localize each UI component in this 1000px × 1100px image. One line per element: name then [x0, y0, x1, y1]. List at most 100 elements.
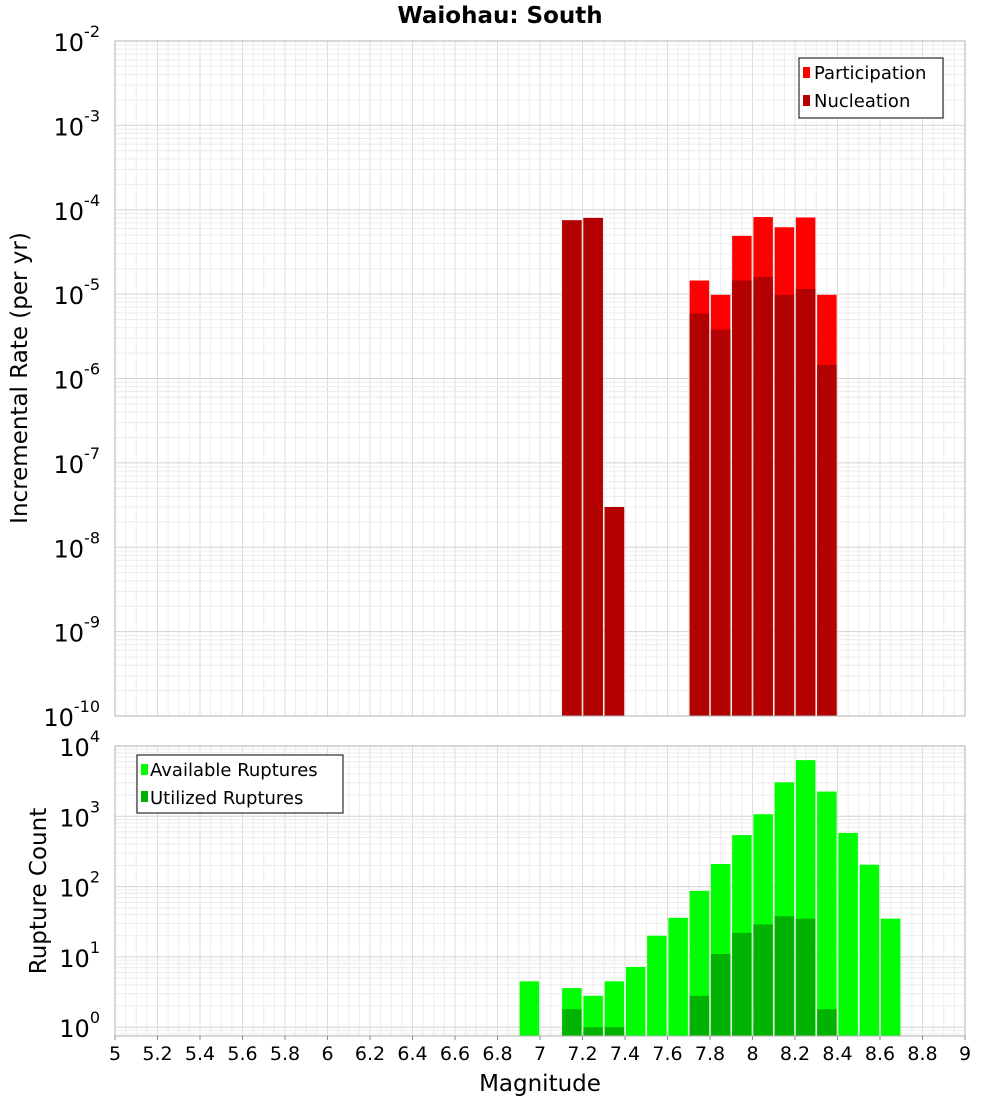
x-tick-label: 5.4	[185, 1043, 215, 1065]
y-tick-base: 10	[54, 198, 85, 226]
top-legend-box	[798, 57, 944, 119]
y-tick-base: 10	[54, 451, 85, 479]
y-tick-label: 10-2	[54, 22, 101, 57]
x-tick-label: 7.2	[567, 1043, 597, 1065]
x-tick-label: 6.6	[440, 1043, 470, 1065]
y-tick-label: 103	[59, 797, 100, 832]
y-tick-base: 10	[59, 875, 90, 903]
y-tick-exponent: 1	[90, 938, 100, 957]
y-tick-label: 10-4	[54, 191, 101, 226]
x-tick-label: 6	[321, 1043, 333, 1065]
bar-available-ruptures	[880, 918, 901, 1036]
y-tick-label: 10-5	[54, 275, 101, 310]
bar-nucleation	[753, 276, 773, 716]
nucleation-legend-label: Nucleation	[814, 91, 910, 112]
x-tick-label: 7	[534, 1043, 546, 1065]
x-tick-label: 8.4	[822, 1043, 852, 1065]
bar-available-ruptures	[838, 832, 858, 1036]
chart-title: Waiohau: South	[397, 3, 602, 29]
y-tick-exponent: 4	[90, 727, 100, 746]
nucleation-swatch	[803, 95, 810, 106]
y-tick-label: 104	[59, 727, 100, 762]
bottom-y-axis-label: Rupture Count	[26, 808, 52, 974]
y-tick-base: 10	[43, 704, 74, 732]
x-tick-label: 6.2	[355, 1043, 385, 1065]
bar-utilized-ruptures	[604, 1027, 625, 1036]
participation-swatch	[803, 67, 810, 78]
bar-available-ruptures	[859, 864, 880, 1036]
top-y-axis-label: Incremental Rate (per yr)	[7, 232, 33, 524]
top-grid	[114, 41, 966, 717]
y-tick-exponent: -6	[84, 360, 100, 379]
y-tick-base: 10	[59, 804, 90, 832]
x-tick-label: 5.8	[270, 1043, 300, 1065]
y-tick-label: 10-9	[54, 613, 101, 648]
bar-utilized-ruptures	[583, 1027, 603, 1036]
bar-nucleation	[562, 220, 582, 717]
bar-available-ruptures	[817, 791, 837, 1036]
y-tick-exponent: -8	[84, 528, 100, 547]
y-tick-base: 10	[59, 945, 90, 973]
y-tick-base: 10	[54, 367, 85, 395]
y-tick-label: 101	[59, 938, 100, 973]
bar-utilized-ruptures	[562, 1009, 582, 1036]
y-tick-base: 10	[54, 282, 85, 310]
x-tick-label: 7.6	[652, 1043, 682, 1065]
bar-available-ruptures	[583, 995, 603, 1036]
y-tick-base: 10	[59, 1015, 90, 1043]
y-tick-base: 10	[54, 113, 85, 141]
top-legend: Participation Nucleation	[798, 57, 944, 119]
x-tick-label: 9	[959, 1043, 971, 1065]
bar-utilized-ruptures	[689, 995, 710, 1036]
y-tick-exponent: -2	[84, 22, 100, 41]
utilized-legend-label: Utilized Ruptures	[150, 788, 303, 809]
x-tick-label: 5	[109, 1043, 121, 1065]
y-tick-exponent: -7	[84, 444, 100, 463]
bottom-legend-box	[136, 754, 344, 814]
y-tick-exponent: -4	[84, 191, 100, 210]
bar-nucleation	[710, 329, 731, 716]
y-tick-label: 10-10	[43, 697, 100, 732]
bar-nucleation	[583, 217, 603, 716]
participation-legend-label: Participation	[814, 63, 926, 84]
x-tick-label: 8.2	[780, 1043, 810, 1065]
bar-available-ruptures	[625, 966, 646, 1036]
bottom-bars	[519, 760, 901, 1036]
y-tick-label: 102	[59, 868, 100, 903]
y-tick-base: 10	[59, 734, 90, 762]
utilized-swatch	[141, 791, 148, 802]
y-tick-exponent: -9	[84, 613, 100, 632]
bar-utilized-ruptures	[817, 1009, 837, 1036]
y-tick-label: 10-6	[54, 360, 101, 395]
y-tick-exponent: 2	[90, 868, 100, 887]
bottom-x-ticks: 5 5.2 5.4 5.6 5.8 6 6.2 6.4 6.6 6.8 7 7.2 7.4 7.6 7.8 8…	[109, 1036, 971, 1065]
y-tick-exponent: -5	[84, 275, 100, 294]
bar-nucleation	[817, 364, 837, 716]
bar-nucleation	[795, 289, 816, 716]
y-tick-base: 10	[54, 620, 85, 648]
available-legend-label: Available Ruptures	[150, 760, 318, 781]
bottom-legend: Available Ruptures Utilized Ruptures	[136, 754, 344, 814]
bar-utilized-ruptures	[774, 916, 795, 1036]
y-tick-base: 10	[54, 29, 85, 57]
x-tick-label: 7.4	[610, 1043, 640, 1065]
y-tick-exponent: -3	[84, 106, 100, 125]
y-tick-exponent: 0	[90, 1008, 100, 1027]
bar-available-ruptures	[647, 935, 667, 1036]
bar-nucleation	[732, 280, 752, 716]
x-tick-label: 5.2	[142, 1043, 172, 1065]
bar-nucleation	[774, 294, 795, 716]
top-plot-border	[114, 40, 966, 717]
y-tick-label: 100	[59, 1008, 100, 1043]
x-tick-label: 5.6	[227, 1043, 257, 1065]
bar-available-ruptures	[519, 981, 540, 1036]
x-tick-label: 7.8	[695, 1043, 725, 1065]
y-tick-exponent: 3	[90, 797, 100, 816]
top-bars	[562, 217, 837, 717]
